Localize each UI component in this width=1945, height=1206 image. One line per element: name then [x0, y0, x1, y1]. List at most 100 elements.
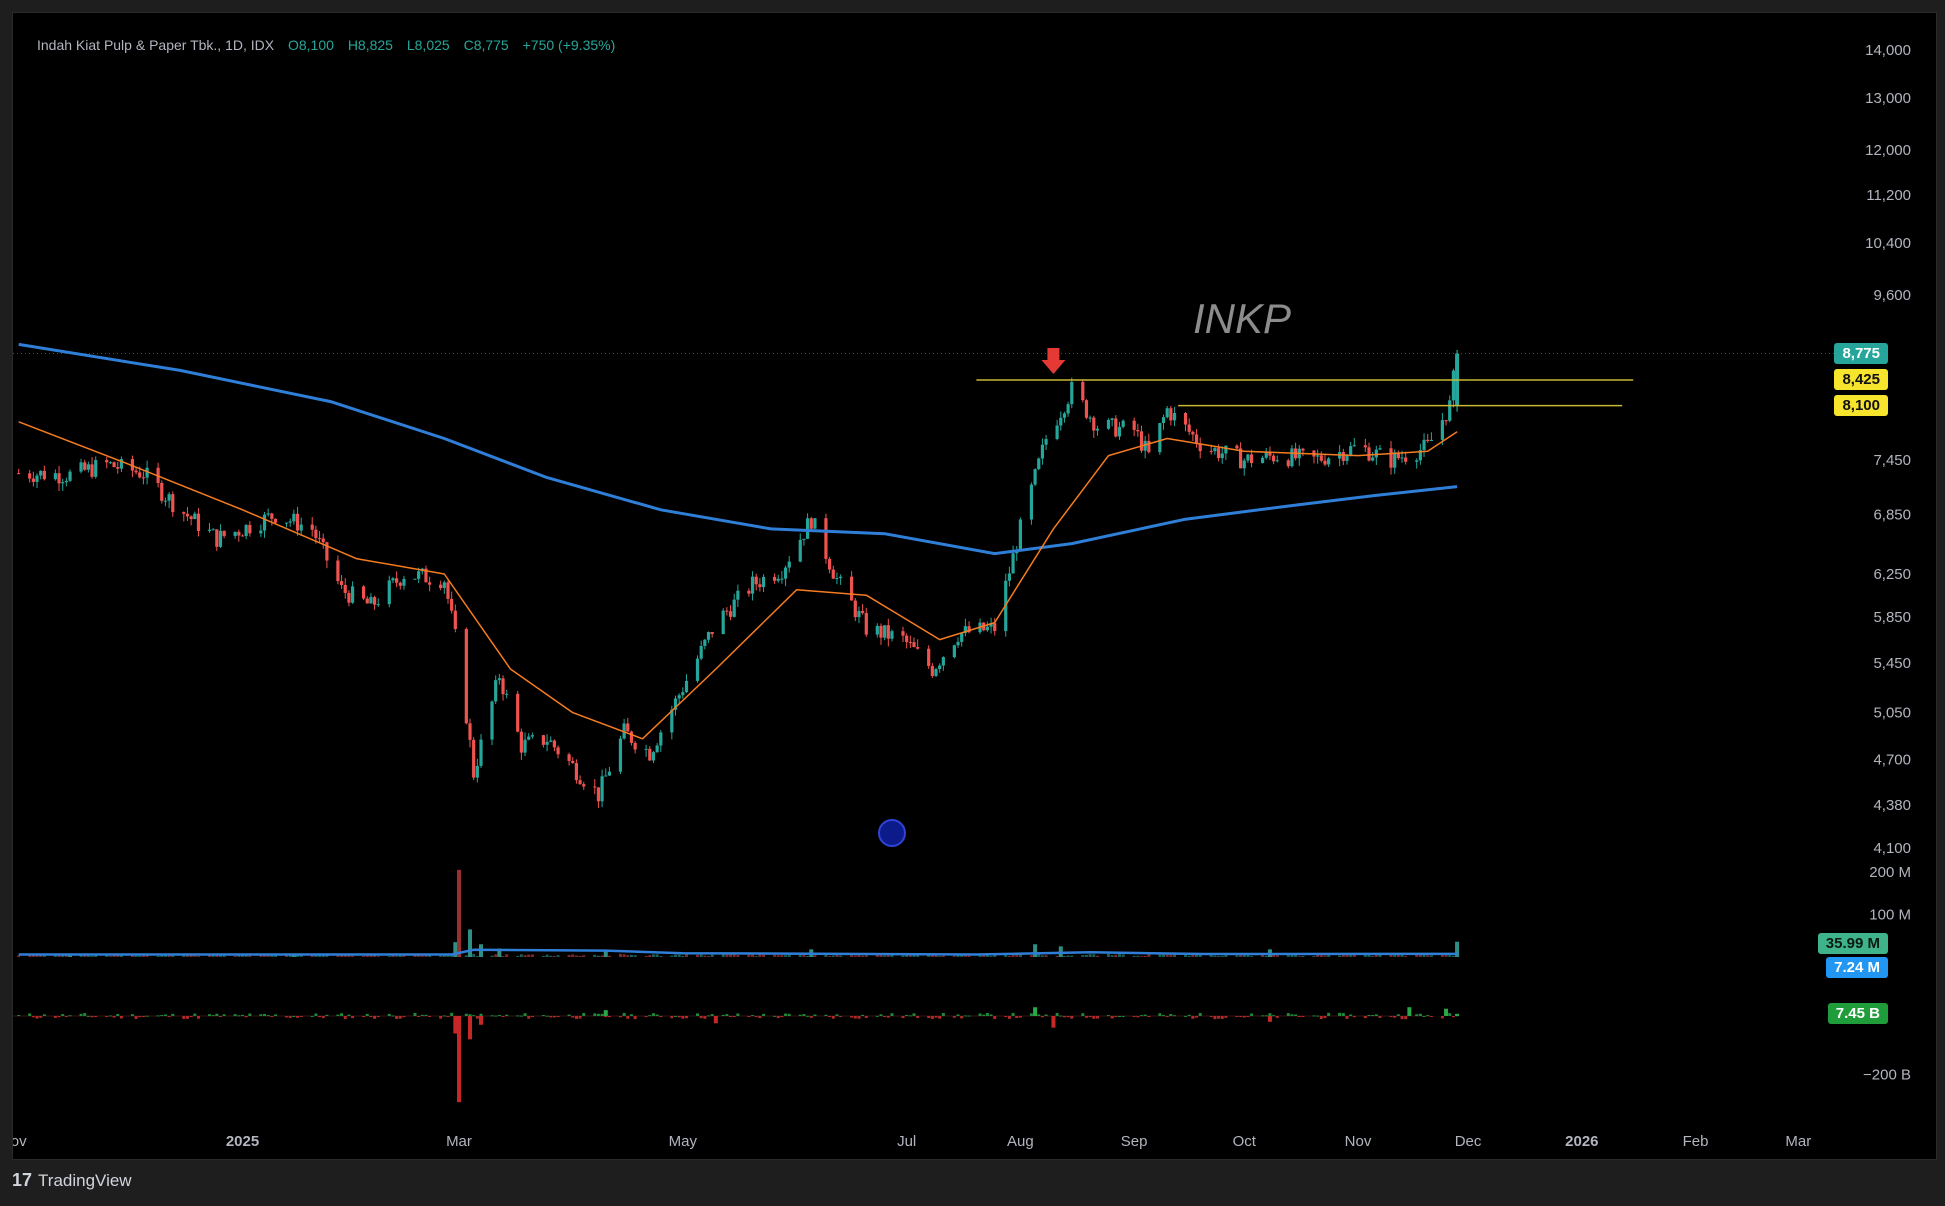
- netflow-bar: [934, 1016, 938, 1018]
- volume-bar: [105, 955, 109, 957]
- netflow-bar: [1092, 1016, 1096, 1019]
- candle-body: [1374, 449, 1378, 458]
- candle-body: [989, 623, 993, 627]
- candle-body: [956, 641, 960, 646]
- candle-body: [1440, 420, 1444, 440]
- legend-change: +750 (+9.35%): [522, 37, 616, 53]
- price-axis-label: 5,450: [1873, 655, 1911, 672]
- netflow-bar: [1349, 1014, 1353, 1016]
- volume-bar: [1015, 954, 1019, 957]
- candle-body: [967, 626, 971, 633]
- candle-body: [446, 582, 450, 599]
- candle-body: [343, 584, 347, 593]
- netflow-bar: [442, 1015, 446, 1017]
- netflow-bar: [501, 1016, 505, 1017]
- down-arrow-icon: [1041, 348, 1066, 375]
- volume-bar: [1374, 955, 1378, 957]
- candle-body: [1235, 445, 1239, 449]
- volume-bar: [237, 955, 241, 957]
- candle-body: [1084, 400, 1089, 418]
- chart-frame[interactable]: 14,000 13,000 12,000 11,200 10,400 9,600 7,450…: [12, 12, 1937, 1160]
- candle-body: [1448, 400, 1452, 421]
- volume-bar: [343, 955, 347, 957]
- candle-body: [875, 625, 879, 635]
- netflow-bar: [1422, 1015, 1426, 1017]
- volume-bar: [1400, 954, 1404, 957]
- netflow-bar: [758, 1016, 762, 1019]
- volume-bar: [677, 954, 681, 957]
- candle-body: [927, 648, 931, 666]
- volume-bar: [1062, 955, 1066, 957]
- netflow-bar: [938, 1016, 942, 1019]
- volume-bar: [582, 955, 586, 957]
- candle-body: [519, 731, 523, 753]
- candle-body: [1246, 454, 1250, 461]
- netflow-bar: [193, 1013, 197, 1016]
- volume-bar: [1217, 956, 1221, 957]
- netflow-bar: [376, 1016, 380, 1017]
- netflow-bar: [1018, 1016, 1022, 1018]
- volume-bar: [941, 955, 945, 957]
- netflow-bar: [1209, 1016, 1213, 1017]
- netflow-bar: [299, 1016, 303, 1017]
- netflow-bar: [263, 1013, 267, 1016]
- candle-body: [828, 558, 832, 570]
- volume-bar: [1132, 955, 1136, 957]
- volume-bar: [905, 955, 909, 957]
- candle-body: [424, 568, 428, 583]
- footer-branding[interactable]: 17 TradingView: [12, 1170, 132, 1191]
- volume-bar: [196, 956, 200, 957]
- volume-bar: [362, 955, 366, 957]
- price-axis-label: 13,000: [1865, 90, 1911, 107]
- volume-bar: [758, 953, 762, 957]
- volume-bar: [1239, 954, 1243, 957]
- netflow-bar: [648, 1015, 652, 1017]
- candle-body: [1286, 460, 1290, 467]
- volume-bar: [1246, 953, 1250, 957]
- volume-bar: [1422, 953, 1426, 957]
- candle-body: [747, 590, 751, 594]
- volume-bar: [963, 955, 967, 957]
- candle-body: [207, 529, 212, 531]
- candle-body: [336, 560, 340, 582]
- candle-body: [1393, 452, 1397, 468]
- volume-bar: [927, 954, 931, 957]
- netflow-bar: [292, 1015, 296, 1017]
- netflow-bar: [527, 1016, 531, 1019]
- volume-bar: [1070, 955, 1074, 957]
- netflow-bar: [222, 1014, 226, 1016]
- netflow-bar: [1389, 1016, 1393, 1017]
- candle-body: [1147, 440, 1151, 453]
- candle-body: [754, 576, 758, 585]
- time-axis-label: 2025: [226, 1133, 259, 1150]
- candle-body: [497, 678, 501, 681]
- volume-bar: [1055, 955, 1059, 957]
- candle-body: [1224, 445, 1228, 454]
- candle-body: [1363, 445, 1367, 448]
- chart-canvas[interactable]: 14,000 13,000 12,000 11,200 10,400 9,600 7,450…: [13, 13, 1937, 1160]
- volume-bar: [523, 955, 527, 957]
- netflow-bar: [703, 1016, 707, 1019]
- netflow-bar: [1110, 1016, 1114, 1019]
- volume-bar: [270, 955, 274, 957]
- volume-bar: [1341, 954, 1345, 957]
- volume-bar: [1294, 954, 1298, 957]
- candle-body: [119, 459, 124, 469]
- candle-body: [1007, 573, 1012, 581]
- candle-body: [417, 571, 421, 579]
- netflow-bar: [1297, 1016, 1301, 1017]
- volume-bar: [1235, 955, 1239, 957]
- candle-body: [350, 586, 355, 603]
- volume-bar: [299, 954, 303, 957]
- netflow-bar: [626, 1016, 630, 1019]
- candle-body: [1209, 451, 1213, 453]
- volume-bar: [1084, 954, 1088, 957]
- candle-body: [138, 472, 142, 478]
- candle-body: [1301, 448, 1305, 451]
- netflow-bar: [215, 1013, 219, 1016]
- candle-body: [292, 513, 296, 522]
- netflow-bar: [450, 1012, 454, 1016]
- volume-bar: [556, 955, 560, 957]
- volume-bar: [373, 954, 377, 957]
- volume-bar: [938, 956, 942, 957]
